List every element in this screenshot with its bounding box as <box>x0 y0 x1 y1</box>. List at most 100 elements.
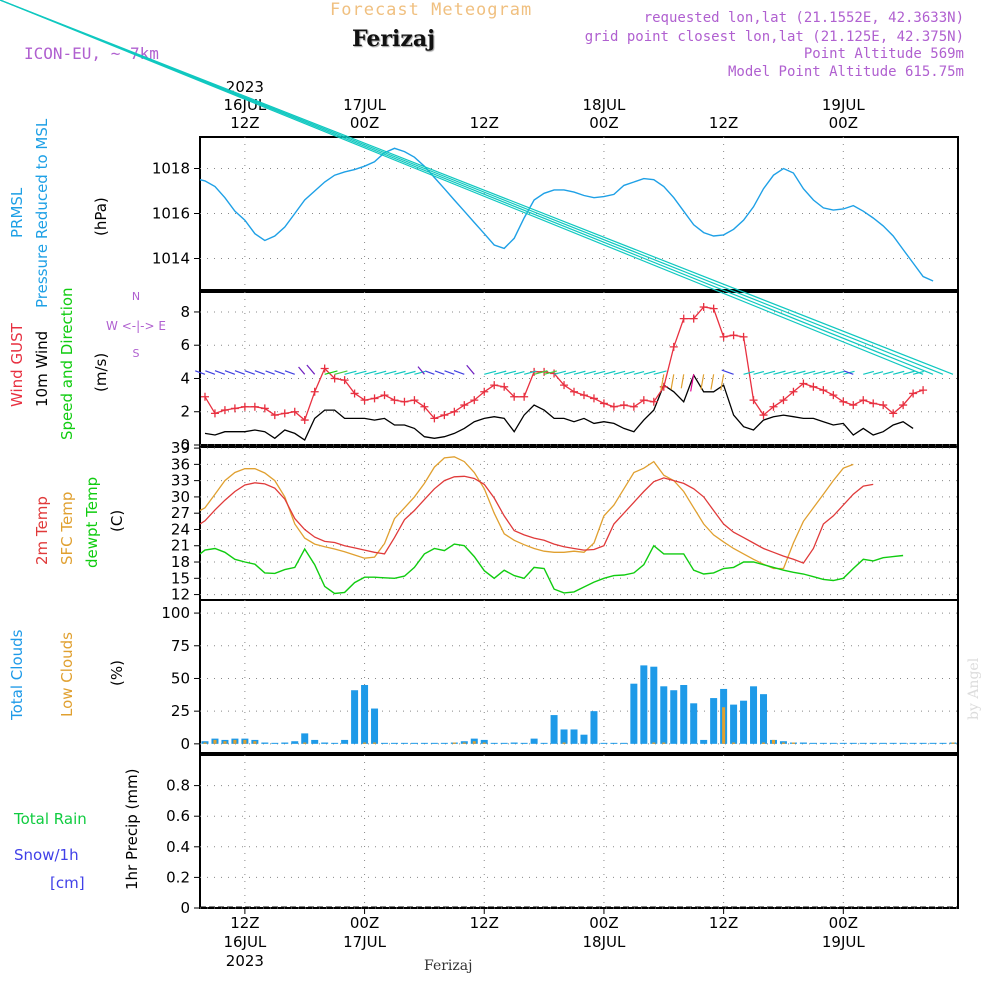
wind-direction-arrow <box>274 370 285 375</box>
ytick-label-precip: 0.6 <box>166 807 190 825</box>
gust-marker <box>350 389 359 398</box>
low-cloud-bar <box>951 742 955 744</box>
wind-direction-arrow <box>374 370 387 375</box>
top-hour-label: 00Z <box>829 114 858 132</box>
wind-direction-arrow <box>833 370 845 375</box>
ytick-label-clouds: 25 <box>171 702 190 720</box>
panel-frame-clouds <box>199 599 959 754</box>
model-altitude: Model Point Altitude 615.75m <box>727 64 964 80</box>
wind-direction-arrow <box>863 370 875 375</box>
gust-marker <box>250 402 259 411</box>
total-cloud-bar <box>889 742 897 744</box>
total-cloud-bar <box>440 742 448 744</box>
low-cloud-bar <box>303 742 307 744</box>
total-cloud-bar <box>430 742 438 744</box>
gust-marker <box>340 376 349 385</box>
low-cloud-bar <box>452 742 456 744</box>
bottom-day-label: 17JUL <box>343 933 386 951</box>
gust-marker <box>240 402 249 411</box>
top-day-label: 17JUL <box>343 96 386 114</box>
gust-marker <box>609 402 618 411</box>
gust-marker <box>280 409 289 418</box>
top-year-label: 2023 <box>226 78 264 96</box>
gust-marker <box>749 396 758 405</box>
total-cloud-bar <box>500 742 508 744</box>
gust-marker <box>599 399 608 408</box>
total-cloud-bar <box>730 704 738 744</box>
pressure-line <box>199 147 934 282</box>
gust-marker <box>759 411 768 420</box>
wind-direction-arrow <box>504 370 517 375</box>
location-name: Ferizaj <box>352 26 436 52</box>
gust-marker <box>739 332 748 341</box>
ytick-label-temperature: 15 <box>171 569 190 587</box>
wind-direction-arrow <box>298 366 306 375</box>
total-cloud-bar <box>600 742 608 744</box>
ytick-label-precip: 0.8 <box>166 777 190 795</box>
wind-direction-arrow <box>823 370 835 375</box>
top-hour-label: 12Z <box>470 114 499 132</box>
wind-direction-arrow <box>563 370 576 375</box>
low-cloud-label: Low Clouds <box>58 632 76 717</box>
wind-direction-arrow <box>523 370 537 375</box>
total-cloud-bar <box>371 708 379 744</box>
wind-direction-arrow <box>533 370 548 375</box>
wind-direction-arrow <box>417 366 425 375</box>
wind-direction-arrow <box>543 370 557 375</box>
total-cloud-bar <box>740 700 748 744</box>
sfc-label: SFC Temp <box>58 492 76 565</box>
gust-marker <box>669 342 678 351</box>
total-cloud-bar <box>620 742 628 744</box>
total-cloud-bar <box>390 742 398 744</box>
low-cloud-bar <box>213 739 217 744</box>
wind-direction-arrow <box>494 370 507 375</box>
gust-marker <box>480 387 489 396</box>
gust-marker <box>390 396 399 405</box>
gust-marker <box>619 401 628 410</box>
wind-direction-arrow <box>873 371 884 375</box>
gust-marker <box>470 396 479 405</box>
bottom-hour-label: 12Z <box>709 914 738 932</box>
low-cloud-bar <box>781 742 785 744</box>
total-cloud-bar <box>301 733 309 744</box>
gust-marker <box>270 411 279 420</box>
total-cloud-bar <box>590 711 598 744</box>
bottom-year-label: 2023 <box>226 952 264 970</box>
wind-direction-arrow <box>803 370 816 375</box>
ytick-label-precip: 0.2 <box>166 868 190 886</box>
wind-direction-arrow <box>0 0 954 375</box>
wind-direction-arrow <box>414 370 426 375</box>
wind-direction-arrow <box>573 370 586 375</box>
low-cloud-bar <box>732 742 736 744</box>
gust-marker <box>210 409 219 418</box>
ytick-label-pressure: 1018 <box>152 160 190 178</box>
wind-direction-arrow <box>265 370 276 375</box>
bottom-day-label: 19JUL <box>822 933 865 951</box>
wind-direction-arrow <box>710 374 715 390</box>
precip-unit: 1hr Precip (mm) <box>123 769 141 890</box>
ytick-label-temperature: 36 <box>171 455 190 473</box>
wind-direction-arrow <box>720 374 725 391</box>
wind-direction-arrow <box>0 0 934 375</box>
low-cloud-bar <box>462 742 466 744</box>
gust-marker <box>829 391 838 400</box>
top-hour-label: 12Z <box>230 114 259 132</box>
ytick-label-precip: 0.4 <box>166 838 190 856</box>
pressure-label-1: PRMSL <box>8 187 26 238</box>
gust-marker <box>330 374 339 383</box>
total-cloud-bar <box>580 734 588 744</box>
wind-direction-arrow <box>753 370 765 375</box>
pressure-unit: (hPa) <box>92 197 110 236</box>
total-cloud-bar <box>939 742 947 744</box>
gust-marker <box>440 411 449 420</box>
point-altitude: Point Altitude 569m <box>803 46 964 62</box>
total-cloud-bar <box>410 742 418 744</box>
wind-direction-arrow <box>453 369 465 375</box>
gust-marker <box>789 387 798 396</box>
wind-direction-arrow <box>653 370 667 375</box>
low-cloud-bar <box>233 739 237 744</box>
gust-marker <box>819 386 828 395</box>
total-cloud-bar <box>660 686 668 744</box>
wind-direction-arrow <box>813 370 826 375</box>
total-cloud-bar <box>670 690 678 744</box>
